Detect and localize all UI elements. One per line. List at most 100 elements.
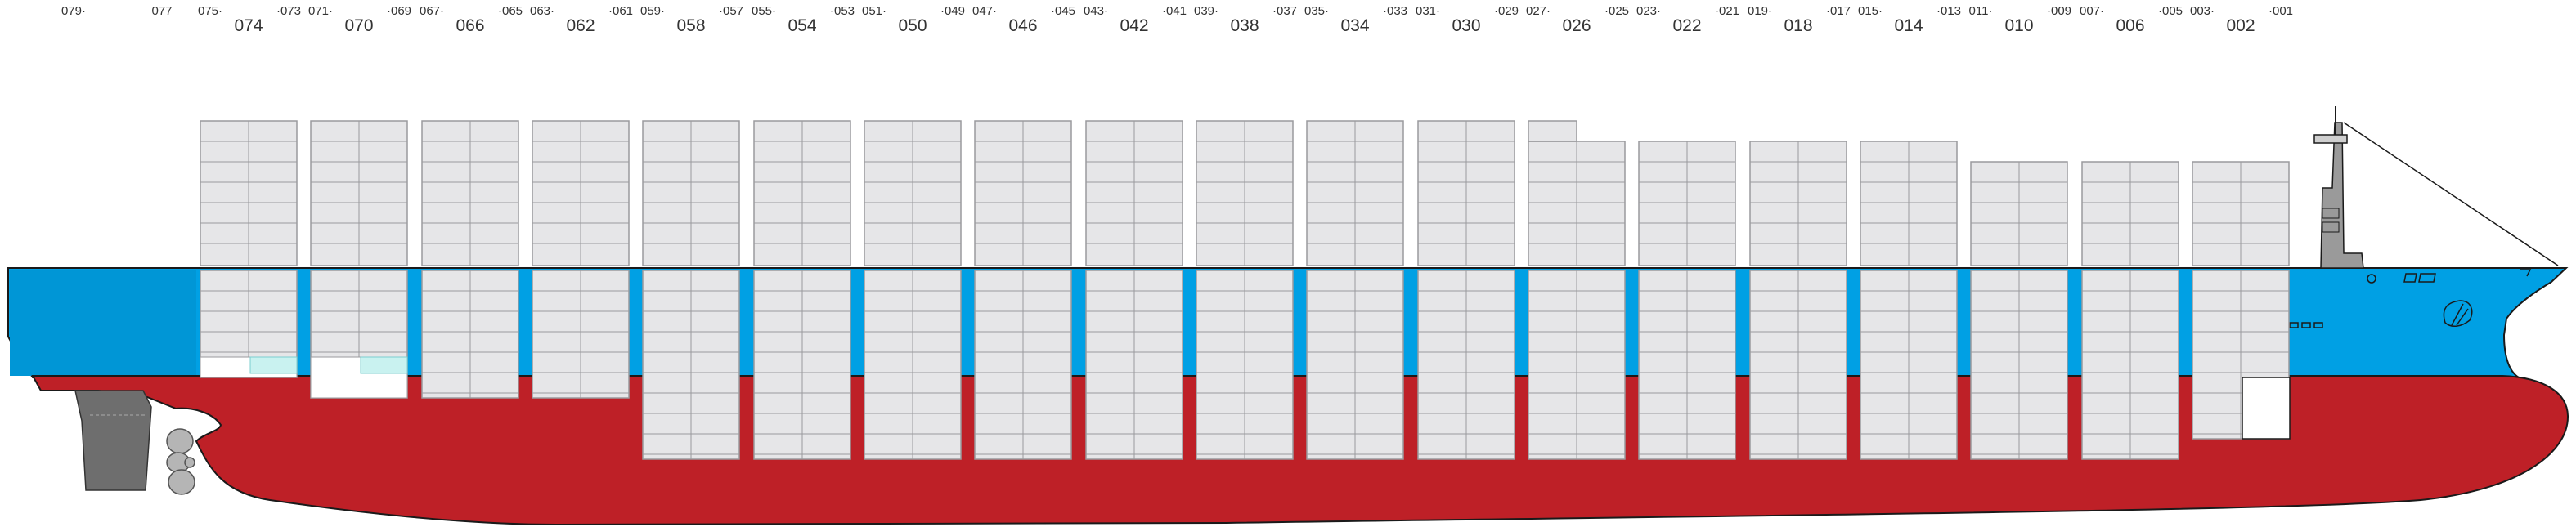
bow-details: [2289, 269, 2532, 328]
bay-label-aft: 067·: [420, 4, 444, 18]
deck-stack: [1085, 120, 1183, 266]
reefer-container: [360, 356, 408, 374]
reefer-container: [249, 356, 298, 374]
bay-label-extra: 077: [151, 4, 172, 18]
hold-stack: [200, 270, 298, 378]
bay-label-aft: 051·: [862, 4, 886, 18]
bay-label-aft: 035·: [1304, 4, 1329, 18]
hold-stack: [1528, 270, 1626, 460]
bay-label-fwd: ·065: [498, 4, 523, 18]
aft-blue-panel: [10, 270, 196, 376]
bay-label-aft: 075·: [198, 4, 222, 18]
bay-label-aft: 043·: [1084, 4, 1108, 18]
deck-stack-top: [1528, 120, 1577, 142]
hold-stack: [1638, 270, 1736, 460]
bay-labels: 079· 077 075· ·073 074 071· ·069 070 067· ·065 066…: [61, 4, 2293, 35]
empty-slot: [2242, 377, 2291, 440]
bay-label-aft: 047·: [972, 4, 997, 18]
bay-label-aft: 031·: [1416, 4, 1440, 18]
bay-label-fwd: ·033: [1383, 4, 1407, 18]
bay-label-aft: 059·: [640, 4, 665, 18]
deck-stack: [532, 120, 630, 266]
bay-label-main: 046: [1008, 16, 1037, 35]
hold-stack: [532, 270, 630, 399]
bay-label-main: 050: [898, 16, 927, 35]
bay-label-aft: 015·: [1858, 4, 1883, 18]
hold-stack: [642, 270, 740, 460]
bay-label-fwd: ·021: [1715, 4, 1739, 18]
bay-label-fwd: ·069: [387, 4, 411, 18]
bay-label-fwd: ·001: [2269, 4, 2293, 18]
bay-label-main: 054: [788, 16, 816, 35]
deck-stack: [200, 120, 298, 266]
hold-stack: [1085, 270, 1183, 460]
hold-stack: [1306, 270, 1404, 460]
bay-label-aft: 023·: [1636, 4, 1661, 18]
bay-label-main: 026: [1562, 16, 1591, 35]
bay-label-fwd: ·057: [719, 4, 743, 18]
bay-label-aft: 019·: [1748, 4, 1772, 18]
bay-label-fwd: ·017: [1826, 4, 1851, 18]
bay-label-main: 030: [1452, 16, 1480, 35]
deck-stack: [2081, 161, 2179, 266]
deck-stack: [1860, 141, 1958, 266]
deck-stack: [642, 120, 740, 266]
deck-stack: [2192, 161, 2290, 266]
bay-label-fwd: ·073: [276, 4, 301, 18]
bay-label-main: 066: [456, 16, 484, 35]
deck-stack: [1970, 161, 2068, 266]
bay-label-fwd: ·013: [1936, 4, 1961, 18]
bay-label-main: 070: [344, 16, 373, 35]
bay-label-main: 042: [1120, 16, 1148, 35]
bay-label-fwd: ·029: [1494, 4, 1519, 18]
bay-label-fwd: ·009: [2047, 4, 2071, 18]
hold-stack: [864, 270, 962, 460]
bay-label-main: 010: [2004, 16, 2033, 35]
deck-stack: [1638, 141, 1736, 266]
bay-label-main: 014: [1894, 16, 1923, 35]
bay-label-fwd: ·061: [608, 4, 633, 18]
bay-label-aft: 003·: [2190, 4, 2215, 18]
rudder: [74, 390, 152, 491]
bay-label-aft: 055·: [752, 4, 776, 18]
hold-stack: [1749, 270, 1847, 460]
bay-label-fwd: ·041: [1162, 4, 1187, 18]
hold-stack: [1860, 270, 1958, 460]
hold-stack: [421, 270, 519, 399]
bay-label-main: 022: [1672, 16, 1701, 35]
bay-label-main: 018: [1784, 16, 1812, 35]
bay-label-aft: 063·: [530, 4, 554, 18]
hold-stack: [753, 270, 851, 460]
deck-stack: [1417, 120, 1515, 266]
bay-label-main: 038: [1230, 16, 1259, 35]
deck-stack: [1528, 141, 1626, 266]
deck-stack: [753, 120, 851, 266]
bay-label-extra: 079·: [61, 4, 86, 18]
propeller: [166, 428, 195, 495]
deck-stack: [310, 120, 408, 266]
bay-label-fwd: ·005: [2158, 4, 2183, 18]
hold-stack: [1417, 270, 1515, 460]
deck-stack: [974, 120, 1072, 266]
hold-stack: [2081, 270, 2179, 460]
bay-label-fwd: ·025: [1604, 4, 1629, 18]
bay-label-main: 074: [234, 16, 263, 35]
deck-stack: [864, 120, 962, 266]
hold-stack: [1970, 270, 2068, 460]
hold-stack: [974, 270, 1072, 460]
deck-stack: [1749, 141, 1847, 266]
bay-label-main: 006: [2116, 16, 2144, 35]
forecastle-house: [2313, 106, 2559, 269]
bay-label-fwd: ·049: [940, 4, 965, 18]
bay-label-main: 058: [676, 16, 705, 35]
hold-stack: [1196, 270, 1294, 460]
bay-label-fwd: ·053: [830, 4, 855, 18]
lower-hull-red: [31, 375, 2569, 526]
deck-stack: [1306, 120, 1404, 266]
bay-label-aft: 011·: [1969, 4, 1993, 18]
deck-stack: [1196, 120, 1294, 266]
bay-label-fwd: ·037: [1272, 4, 1297, 18]
bay-label-aft: 007·: [2080, 4, 2104, 18]
bay-label-fwd: ·045: [1051, 4, 1075, 18]
